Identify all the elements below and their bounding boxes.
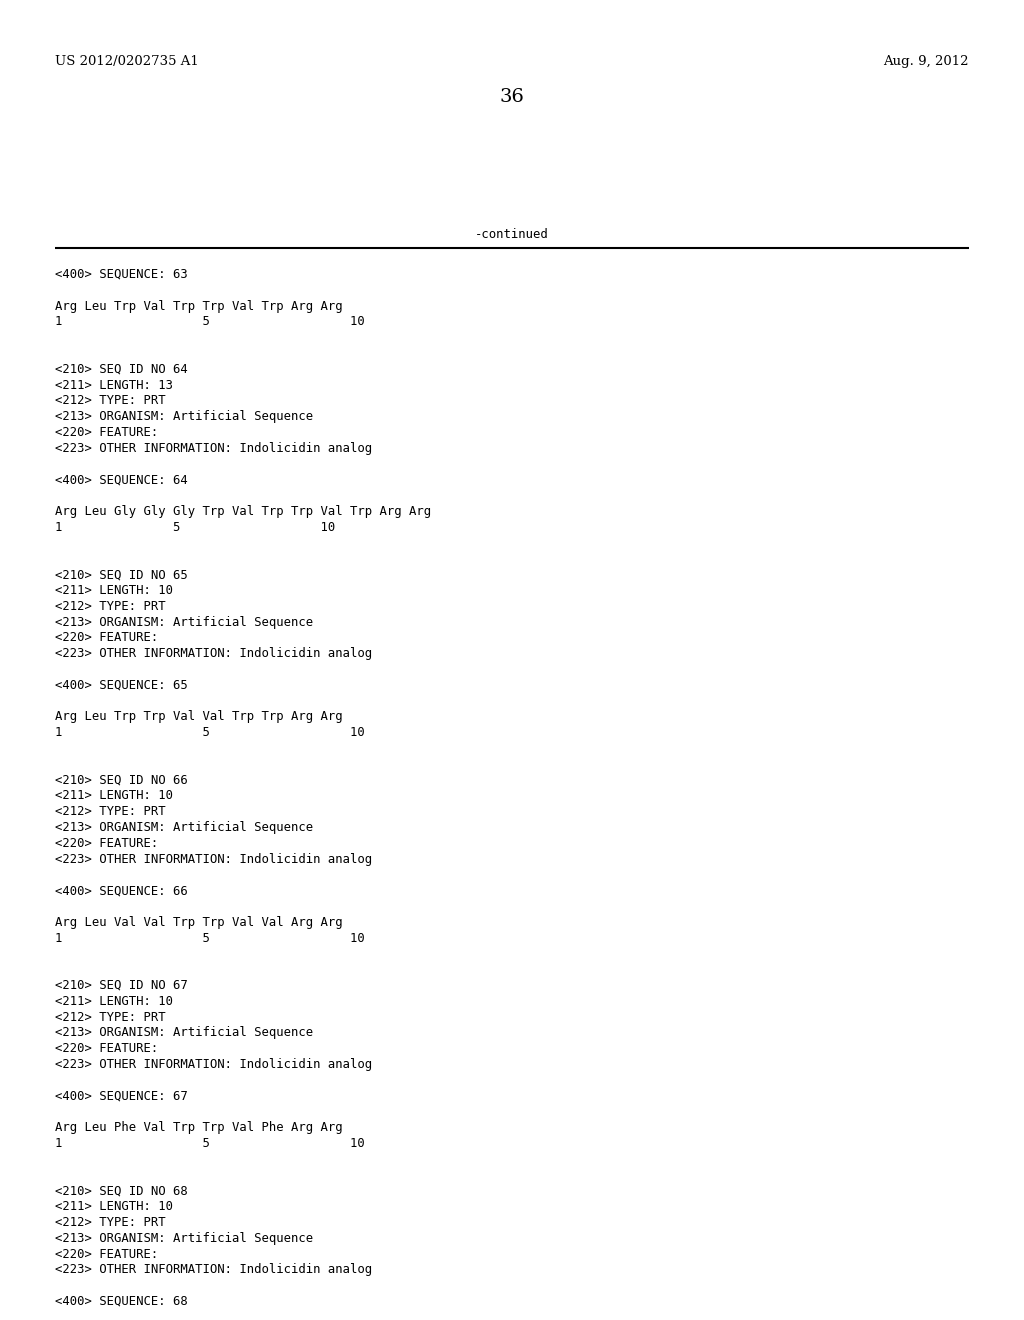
Text: <212> TYPE: PRT: <212> TYPE: PRT [55, 805, 166, 818]
Text: <213> ORGANISM: Artificial Sequence: <213> ORGANISM: Artificial Sequence [55, 821, 313, 834]
Text: <210> SEQ ID NO 67: <210> SEQ ID NO 67 [55, 979, 187, 993]
Text: <212> TYPE: PRT: <212> TYPE: PRT [55, 1216, 166, 1229]
Text: Arg Leu Val Val Trp Trp Val Val Arg Arg: Arg Leu Val Val Trp Trp Val Val Arg Arg [55, 916, 343, 929]
Text: <400> SEQUENCE: 67: <400> SEQUENCE: 67 [55, 1089, 187, 1102]
Text: <223> OTHER INFORMATION: Indolicidin analog: <223> OTHER INFORMATION: Indolicidin ana… [55, 647, 372, 660]
Text: <220> FEATURE:: <220> FEATURE: [55, 837, 159, 850]
Text: Arg Leu Trp Val Trp Trp Val Trp Arg Arg: Arg Leu Trp Val Trp Trp Val Trp Arg Arg [55, 300, 343, 313]
Text: Arg Leu Gly Gly Gly Trp Val Trp Trp Val Trp Arg Arg: Arg Leu Gly Gly Gly Trp Val Trp Trp Val … [55, 506, 431, 517]
Text: <211> LENGTH: 10: <211> LENGTH: 10 [55, 995, 173, 1007]
Text: 1                   5                   10: 1 5 10 [55, 726, 365, 739]
Text: <212> TYPE: PRT: <212> TYPE: PRT [55, 599, 166, 612]
Text: <220> FEATURE:: <220> FEATURE: [55, 426, 159, 440]
Text: <211> LENGTH: 10: <211> LENGTH: 10 [55, 583, 173, 597]
Text: <400> SEQUENCE: 68: <400> SEQUENCE: 68 [55, 1295, 187, 1308]
Text: <210> SEQ ID NO 65: <210> SEQ ID NO 65 [55, 568, 187, 581]
Text: 1                   5                   10: 1 5 10 [55, 932, 365, 945]
Text: <213> ORGANISM: Artificial Sequence: <213> ORGANISM: Artificial Sequence [55, 1232, 313, 1245]
Text: <211> LENGTH: 13: <211> LENGTH: 13 [55, 379, 173, 392]
Text: <211> LENGTH: 10: <211> LENGTH: 10 [55, 789, 173, 803]
Text: <210> SEQ ID NO 66: <210> SEQ ID NO 66 [55, 774, 187, 787]
Text: <213> ORGANISM: Artificial Sequence: <213> ORGANISM: Artificial Sequence [55, 411, 313, 424]
Text: 1                   5                   10: 1 5 10 [55, 315, 365, 329]
Text: US 2012/0202735 A1: US 2012/0202735 A1 [55, 55, 199, 69]
Text: Aug. 9, 2012: Aug. 9, 2012 [884, 55, 969, 69]
Text: Arg Leu Trp Trp Val Val Trp Trp Arg Arg: Arg Leu Trp Trp Val Val Trp Trp Arg Arg [55, 710, 343, 723]
Text: <212> TYPE: PRT: <212> TYPE: PRT [55, 395, 166, 408]
Text: -continued: -continued [475, 228, 549, 242]
Text: 36: 36 [500, 88, 524, 106]
Text: <400> SEQUENCE: 65: <400> SEQUENCE: 65 [55, 678, 187, 692]
Text: <210> SEQ ID NO 68: <210> SEQ ID NO 68 [55, 1184, 187, 1197]
Text: 1                   5                   10: 1 5 10 [55, 1137, 365, 1150]
Text: 1               5                   10: 1 5 10 [55, 521, 335, 533]
Text: <220> FEATURE:: <220> FEATURE: [55, 631, 159, 644]
Text: <223> OTHER INFORMATION: Indolicidin analog: <223> OTHER INFORMATION: Indolicidin ana… [55, 1059, 372, 1071]
Text: <223> OTHER INFORMATION: Indolicidin analog: <223> OTHER INFORMATION: Indolicidin ana… [55, 853, 372, 866]
Text: <223> OTHER INFORMATION: Indolicidin analog: <223> OTHER INFORMATION: Indolicidin ana… [55, 1263, 372, 1276]
Text: <212> TYPE: PRT: <212> TYPE: PRT [55, 1011, 166, 1023]
Text: <213> ORGANISM: Artificial Sequence: <213> ORGANISM: Artificial Sequence [55, 615, 313, 628]
Text: <211> LENGTH: 10: <211> LENGTH: 10 [55, 1200, 173, 1213]
Text: <400> SEQUENCE: 63: <400> SEQUENCE: 63 [55, 268, 187, 281]
Text: <220> FEATURE:: <220> FEATURE: [55, 1247, 159, 1261]
Text: <400> SEQUENCE: 64: <400> SEQUENCE: 64 [55, 474, 187, 486]
Text: <210> SEQ ID NO 64: <210> SEQ ID NO 64 [55, 363, 187, 376]
Text: <400> SEQUENCE: 66: <400> SEQUENCE: 66 [55, 884, 187, 898]
Text: <213> ORGANISM: Artificial Sequence: <213> ORGANISM: Artificial Sequence [55, 1027, 313, 1039]
Text: Arg Leu Phe Val Trp Trp Val Phe Arg Arg: Arg Leu Phe Val Trp Trp Val Phe Arg Arg [55, 1121, 343, 1134]
Text: <223> OTHER INFORMATION: Indolicidin analog: <223> OTHER INFORMATION: Indolicidin ana… [55, 442, 372, 455]
Text: <220> FEATURE:: <220> FEATURE: [55, 1043, 159, 1055]
